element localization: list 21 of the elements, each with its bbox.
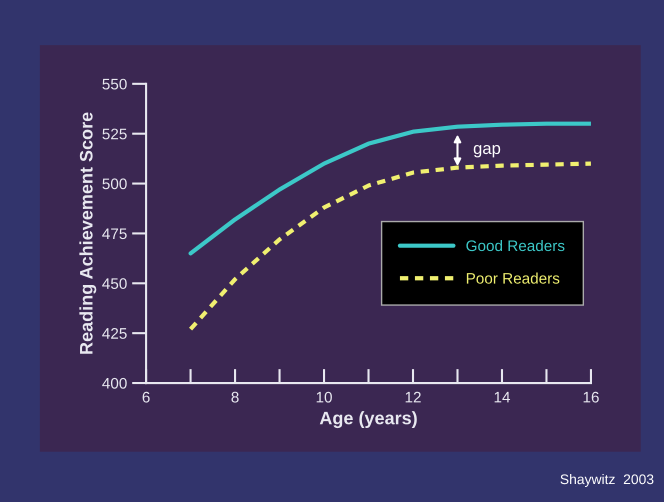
x-axis-title: Age (years): [320, 411, 417, 428]
y-tick-label: 450: [102, 278, 127, 289]
y-tick-label: 475: [102, 228, 127, 240]
x-tick-label: 16: [584, 392, 599, 403]
x-tick-label: 14: [494, 392, 510, 402]
line-series: [188, 122, 591, 256]
y-tick-label: 425: [102, 328, 127, 339]
y-tick-label: 525: [102, 128, 127, 140]
y-tick-label: 550: [102, 78, 127, 90]
x-tick-label: 6: [142, 392, 150, 403]
text: Shaywitz 2003: [560, 474, 654, 487]
x-tick-label: 12: [406, 392, 421, 402]
y-axis-title: Reading Achievement Score: [79, 112, 96, 354]
x-tick-label: 8: [231, 392, 239, 403]
legend-label: Poor Readers: [466, 272, 560, 284]
x-tick-label: 10: [316, 392, 332, 403]
line-series: [188, 162, 591, 332]
y-tick-label: 400: [102, 378, 127, 389]
legend-label: Good Readers: [466, 240, 564, 252]
y-tick-label: 500: [102, 178, 127, 190]
annotation: gap: [474, 144, 500, 158]
